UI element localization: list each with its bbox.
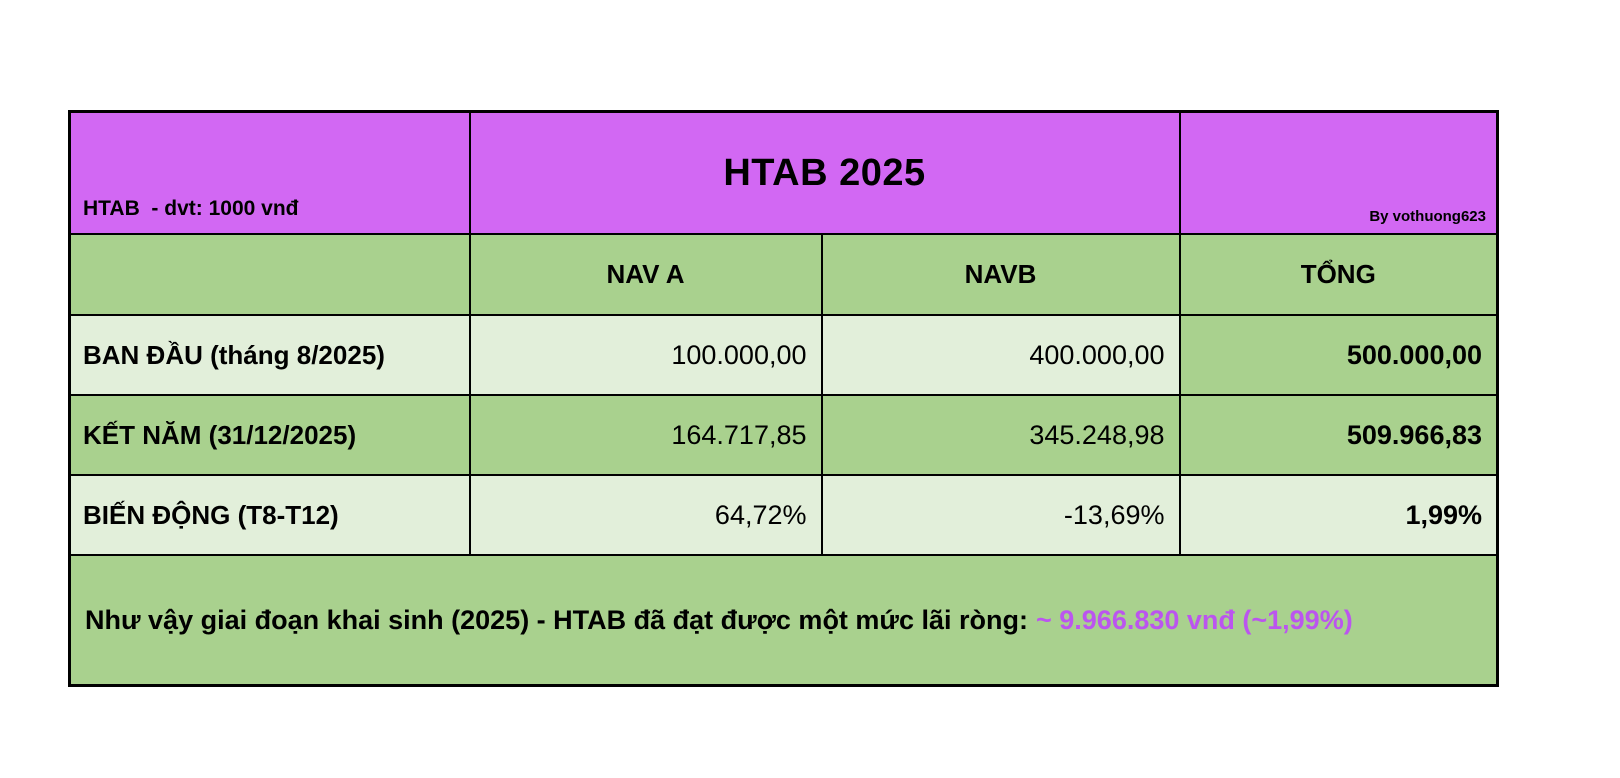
column-header-empty [68, 233, 471, 316]
summary-note-value: ~ 9.966.830 vnđ (~1,99%) [1036, 604, 1353, 635]
table-row-bien-dong: BIẾN ĐỘNG (T8-T12) 64,72% -13,69% 1,99% [68, 474, 1499, 556]
row-label: KẾT NĂM (31/12/2025) [68, 394, 471, 476]
cell-nav-b: 400.000,00 [820, 314, 1181, 396]
row-label: BIẾN ĐỘNG (T8-T12) [68, 474, 471, 556]
cell-nav-b: 345.248,98 [820, 394, 1181, 476]
unit-label: HTAB - dvt: 1000 vnđ [68, 110, 471, 235]
cell-total: 509.966,83 [1178, 394, 1499, 476]
cell-nav-a: 164.717,85 [468, 394, 823, 476]
cell-nav-b: -13,69% [820, 474, 1181, 556]
summary-note-cell: Như vậy giai đoạn khai sinh (2025) - HTA… [68, 554, 1499, 687]
byline: By vothuong623 [1178, 110, 1499, 235]
htab-summary-sheet: HTAB - dvt: 1000 vnđ HTAB 2025 By vothuo… [68, 110, 1499, 687]
title-row: HTAB - dvt: 1000 vnđ HTAB 2025 By vothuo… [68, 110, 1499, 235]
table-row-ket-nam: KẾT NĂM (31/12/2025) 164.717,85 345.248,… [68, 394, 1499, 476]
column-header-nav-b: NAVB [820, 233, 1181, 316]
table-row-ban-dau: BAN ĐẦU (tháng 8/2025) 100.000,00 400.00… [68, 314, 1499, 396]
row-label: BAN ĐẦU (tháng 8/2025) [68, 314, 471, 396]
cell-nav-a: 100.000,00 [468, 314, 823, 396]
page-title: HTAB 2025 [468, 110, 1181, 235]
summary-note-text: Như vậy giai đoạn khai sinh (2025) - HTA… [85, 604, 1028, 635]
cell-nav-a: 64,72% [468, 474, 823, 556]
cell-total: 1,99% [1178, 474, 1499, 556]
cell-total: 500.000,00 [1178, 314, 1499, 396]
column-header-row: NAV A NAVB TỔNG [68, 233, 1499, 316]
column-header-total: TỔNG [1178, 233, 1499, 316]
column-header-nav-a: NAV A [468, 233, 823, 316]
htab-table: HTAB - dvt: 1000 vnđ HTAB 2025 By vothuo… [68, 110, 1499, 687]
summary-note-row: Như vậy giai đoạn khai sinh (2025) - HTA… [68, 554, 1499, 687]
